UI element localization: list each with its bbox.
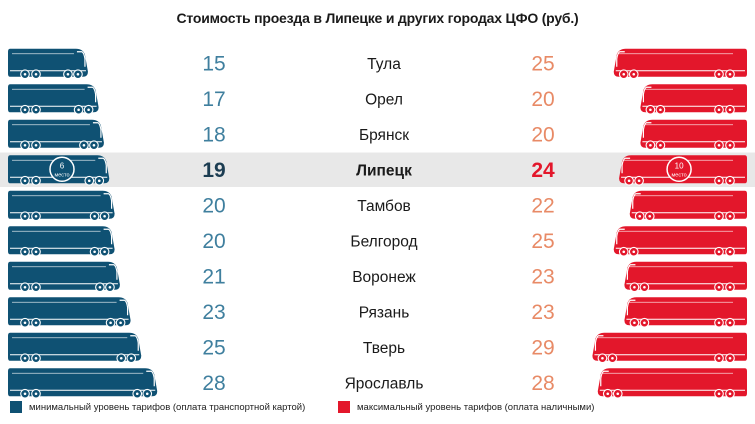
legend-max-label: максимальный уровень тарифов (оплата нал… <box>357 401 595 413</box>
max-value-label: 24 <box>531 159 555 182</box>
bus-icon-max <box>592 332 747 364</box>
chart-title: Стоимость проезда в Липецке и других гор… <box>176 10 579 26</box>
legend-min-swatch <box>10 401 22 413</box>
city-label: Липецк <box>356 162 412 179</box>
min-value-label: 20 <box>202 230 225 253</box>
svg-text:место: место <box>672 172 687 178</box>
bus-icon-min <box>8 190 115 222</box>
max-value-label: 22 <box>531 194 554 217</box>
city-label: Орел <box>365 91 403 108</box>
legend-min: минимальный уровень тарифов (оплата тран… <box>10 400 305 414</box>
rank-badge-max: 10 место <box>666 156 692 182</box>
max-value-label: 23 <box>531 301 554 324</box>
city-label: Белгород <box>350 233 417 250</box>
bus-icon-max <box>629 190 747 222</box>
svg-text:6: 6 <box>60 161 65 170</box>
min-value-label: 19 <box>202 159 225 182</box>
legend-max: максимальный уровень тарифов (оплата нал… <box>338 400 594 414</box>
min-value-label: 15 <box>202 52 225 75</box>
legend-max-swatch <box>338 401 350 413</box>
bus-icon-min <box>8 48 88 80</box>
bus-icon-max <box>624 261 747 293</box>
city-label: Рязань <box>359 304 410 321</box>
min-value-label: 21 <box>202 265 225 288</box>
legend-min-label: минимальный уровень тарифов (оплата тран… <box>29 401 306 413</box>
bus-icon-min <box>8 119 104 151</box>
bus-icon-max <box>613 48 747 80</box>
max-value-label: 20 <box>531 88 554 111</box>
bus-icon-min <box>8 84 99 115</box>
bus-icon-max <box>597 368 747 399</box>
svg-text:10: 10 <box>675 161 684 170</box>
bus-icon-min <box>8 368 158 399</box>
rank-badge-min: 6 место <box>49 156 75 182</box>
max-value-label: 20 <box>531 123 554 146</box>
city-label: Ярославль <box>345 375 424 392</box>
city-label: Тамбов <box>357 198 411 215</box>
bus-icon-min <box>8 261 120 293</box>
bus-icon-max <box>640 84 747 115</box>
min-value-label: 28 <box>202 372 225 395</box>
bus-icon-max <box>613 226 747 257</box>
svg-text:место: место <box>54 172 69 178</box>
bus-icon-min <box>8 297 131 328</box>
max-value-label: 28 <box>531 372 554 395</box>
bus-icon-max <box>640 119 747 151</box>
max-value-label: 25 <box>531 230 554 253</box>
city-label: Брянск <box>359 127 409 144</box>
min-value-label: 17 <box>202 88 225 111</box>
min-value-label: 18 <box>202 123 225 146</box>
max-value-label: 23 <box>531 265 554 288</box>
city-label: Тверь <box>363 340 405 357</box>
min-value-label: 23 <box>202 301 225 324</box>
city-label: Тула <box>367 56 401 73</box>
bus-icon-max <box>624 297 747 328</box>
bus-icon-min <box>8 226 115 257</box>
min-value-label: 20 <box>202 194 225 217</box>
min-value-label: 25 <box>202 336 225 359</box>
max-value-label: 25 <box>531 52 554 75</box>
city-label: Воронеж <box>352 269 416 286</box>
max-value-label: 29 <box>531 336 554 359</box>
bus-icon-min <box>8 332 142 364</box>
